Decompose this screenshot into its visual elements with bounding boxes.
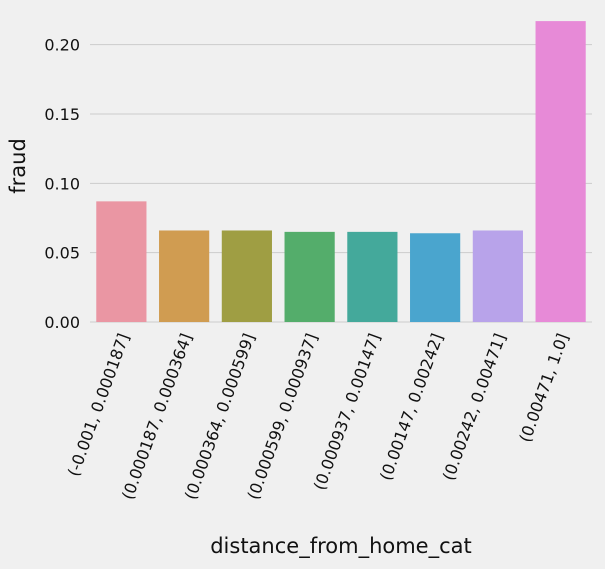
x-tick-label: (0.000187, 0.000364] <box>118 331 196 502</box>
bar <box>221 230 272 322</box>
bar <box>96 201 147 322</box>
bar <box>284 231 335 322</box>
x-tick-label: (0.000364, 0.000599] <box>181 331 259 502</box>
x-tick-label: (0.000937, 0.00147] <box>310 331 384 493</box>
bar <box>347 231 398 322</box>
y-axis-title: fraud <box>6 138 30 194</box>
x-tick-label: (-0.001, 0.000187] <box>64 331 133 479</box>
y-tick-label: 0.00 <box>44 313 80 332</box>
x-tick-label: (0.00147, 0.00242] <box>376 331 447 483</box>
x-tick-label: (0.00242, 0.00471] <box>439 331 510 483</box>
bar <box>472 230 523 322</box>
bars <box>96 21 586 323</box>
x-tick-label: (0.00471, 1.0] <box>515 331 572 445</box>
x-tick-labels: (-0.001, 0.000187](0.000187, 0.000364](0… <box>64 331 573 502</box>
y-tick-label: 0.20 <box>44 36 80 55</box>
bar <box>159 230 210 322</box>
bar <box>410 233 461 322</box>
x-tick-label: (0.000599, 0.000937] <box>244 331 322 502</box>
x-axis-title: distance_from_home_cat <box>210 534 472 559</box>
y-tick-labels: 0.00 0.05 0.10 0.15 0.20 <box>44 36 80 332</box>
y-tick-label: 0.10 <box>44 174 80 193</box>
y-tick-label: 0.15 <box>44 105 80 124</box>
y-tick-label: 0.05 <box>44 244 80 263</box>
bar <box>535 21 586 323</box>
